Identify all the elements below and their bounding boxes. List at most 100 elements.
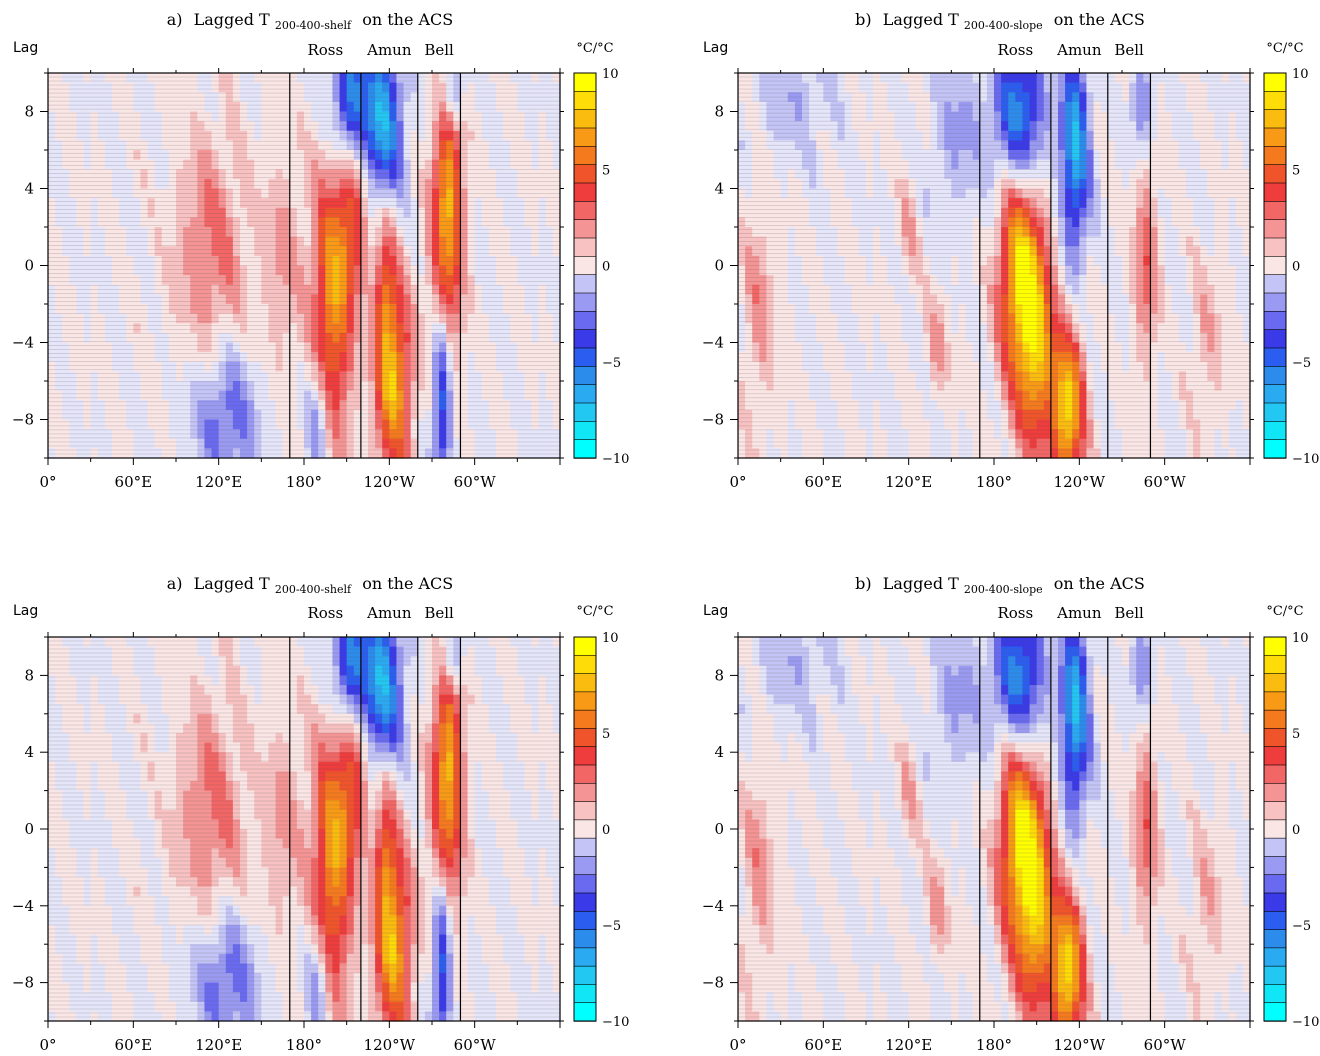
heatmap-cell xyxy=(240,101,248,113)
heatmap-cell xyxy=(325,332,334,344)
heatmap-cell xyxy=(531,284,540,295)
heatmap-cell xyxy=(104,419,113,430)
heatmap-cell xyxy=(424,419,433,430)
heatmap-cell xyxy=(83,159,92,170)
heatmap-cell xyxy=(986,352,995,363)
heatmap-cell xyxy=(1008,313,1016,324)
heatmap-cell xyxy=(261,400,270,411)
heatmap-cell xyxy=(766,246,775,257)
heatmap-cell xyxy=(752,342,760,353)
heatmap-cell xyxy=(944,140,952,151)
heatmap-cell xyxy=(62,400,70,411)
heatmap-cell xyxy=(225,236,234,247)
heatmap-cell xyxy=(168,255,177,267)
heatmap-cell xyxy=(1036,342,1045,353)
heatmap-cell xyxy=(745,381,753,392)
heatmap-cell xyxy=(97,419,106,430)
heatmap-cell xyxy=(325,159,334,170)
heatmap-cell xyxy=(552,419,561,430)
heatmap-cell xyxy=(304,342,312,353)
heatmap-cell xyxy=(866,352,874,363)
heatmap-cell xyxy=(453,255,462,267)
heatmap-cell xyxy=(382,178,390,190)
heatmap-cell xyxy=(140,323,149,334)
heatmap-cell xyxy=(986,169,995,180)
heatmap-cell xyxy=(965,140,974,151)
heatmap-cell xyxy=(232,381,241,392)
heatmap-cell xyxy=(55,217,63,228)
heatmap-cell xyxy=(1065,207,1073,218)
heatmap-cell xyxy=(887,178,896,190)
heatmap-cell xyxy=(48,73,56,84)
heatmap-cell xyxy=(851,381,860,392)
heatmap-cell xyxy=(168,188,177,199)
heatmap-cell xyxy=(1036,438,1045,449)
heatmap-cell xyxy=(332,448,341,459)
heatmap-cell xyxy=(424,284,433,295)
heatmap-cell xyxy=(944,390,952,401)
heatmap-cell xyxy=(922,227,931,238)
heatmap-cell xyxy=(823,361,832,372)
heatmap-cell xyxy=(894,429,903,440)
heatmap-cell xyxy=(275,236,284,247)
heatmap-cell xyxy=(816,409,824,421)
heatmap-cell xyxy=(552,198,561,209)
heatmap-cell xyxy=(986,304,995,315)
heatmap-cell xyxy=(1036,332,1045,344)
heatmap-cell xyxy=(531,304,540,315)
heatmap-cell xyxy=(304,332,312,344)
heatmap-cell xyxy=(787,361,796,372)
heatmap-cell xyxy=(837,332,846,344)
heatmap-cell xyxy=(503,111,511,122)
heatmap-cell xyxy=(901,169,910,180)
heatmap-cell xyxy=(453,371,462,382)
heatmap-cell xyxy=(83,332,92,344)
heatmap-cell xyxy=(62,352,70,363)
heatmap-cell xyxy=(794,429,803,440)
heatmap-cell xyxy=(780,304,789,315)
heatmap-cell xyxy=(816,294,824,305)
heatmap-cell xyxy=(1058,284,1066,295)
heatmap-cell xyxy=(766,304,775,315)
heatmap-cell xyxy=(780,178,789,190)
heatmap-cell xyxy=(481,361,490,372)
heatmap-cell xyxy=(48,304,56,315)
heatmap-cell xyxy=(766,198,775,209)
heatmap-cell xyxy=(424,304,433,315)
heatmap-cell xyxy=(745,217,753,228)
heatmap-cell xyxy=(275,275,284,286)
heatmap-cell xyxy=(161,111,170,122)
heatmap-cell xyxy=(232,313,241,324)
heatmap-cell xyxy=(951,361,960,372)
heatmap-cell xyxy=(986,438,995,449)
heatmap-cell xyxy=(752,178,760,190)
heatmap-cell xyxy=(780,111,789,122)
heatmap-cell xyxy=(837,178,846,190)
heatmap-cell xyxy=(197,332,206,344)
heatmap-cell xyxy=(126,361,134,372)
heatmap-cell xyxy=(545,400,554,411)
heatmap-cell xyxy=(944,159,952,170)
heatmap-cell xyxy=(48,313,56,324)
heatmap-cell xyxy=(958,150,967,161)
heatmap-cell xyxy=(368,332,376,344)
heatmap-cell xyxy=(104,400,113,411)
heatmap-cell xyxy=(183,217,191,228)
heatmap-cell xyxy=(240,246,248,257)
heatmap-cell xyxy=(62,111,70,122)
heatmap-cell xyxy=(396,207,405,218)
heatmap-cell xyxy=(994,169,1002,180)
heatmap-cell xyxy=(745,275,753,286)
heatmap-cell xyxy=(759,313,768,324)
heatmap-cell xyxy=(261,150,270,161)
heatmap-cell xyxy=(325,438,334,449)
heatmap-cell xyxy=(823,150,832,161)
heatmap-cell xyxy=(197,400,206,411)
heatmap-cell xyxy=(261,198,270,209)
colorbar-segment xyxy=(573,347,597,368)
heatmap-cell xyxy=(837,130,846,141)
heatmap-cell xyxy=(858,82,867,93)
heatmap-cell xyxy=(183,73,191,84)
heatmap-cell xyxy=(247,82,255,93)
heatmap-cell xyxy=(552,159,561,170)
